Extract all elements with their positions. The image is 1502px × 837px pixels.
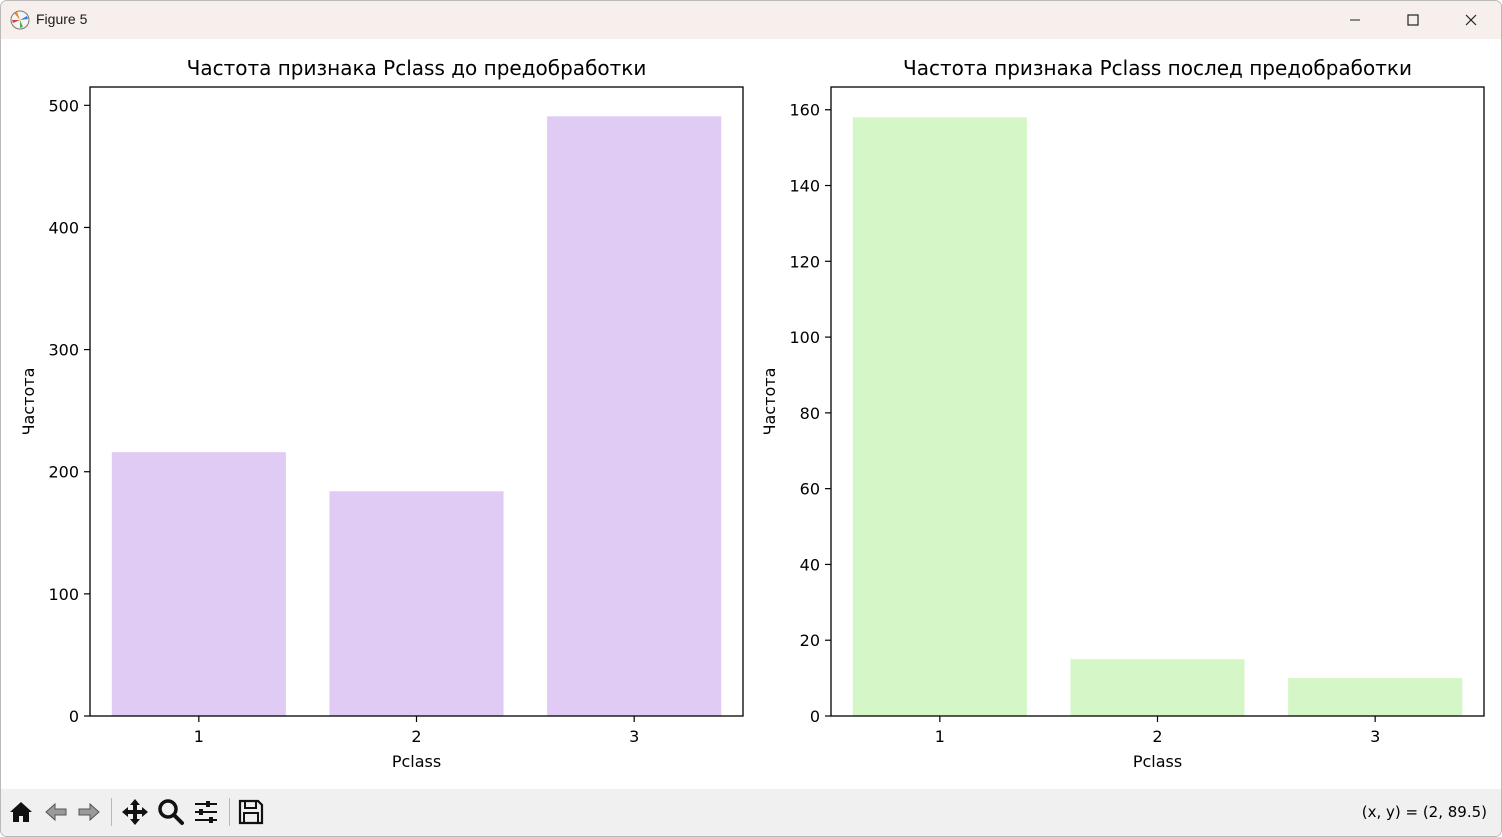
toolbar-separator: [111, 798, 112, 826]
save-button[interactable]: [235, 796, 267, 828]
bar-1: [111, 452, 286, 716]
configure-subplots-button[interactable]: [190, 796, 222, 828]
y-axis-label: Частота: [760, 368, 779, 436]
y-tick-label: 400: [48, 218, 79, 237]
coordinate-readout: (x, y) = (2, 89.5): [1361, 803, 1487, 821]
y-tick-label: 0: [69, 707, 79, 726]
y-tick-label: 80: [800, 404, 820, 423]
x-tick-label: 1: [194, 727, 204, 746]
maximize-icon: [1407, 14, 1419, 26]
chart-title: Частота признака Pclass до предобработки: [187, 56, 647, 80]
save-icon: [238, 799, 264, 825]
bar-1: [852, 117, 1027, 717]
y-tick-label: 160: [789, 101, 820, 120]
pan-icon: [122, 799, 148, 825]
navigation-toolbar: (x, y) = (2, 89.5): [1, 789, 1501, 836]
y-tick-label: 100: [789, 328, 820, 347]
bar-2: [329, 491, 504, 716]
forward-arrow-icon: [78, 802, 100, 822]
x-tick-label: 1: [935, 727, 945, 746]
home-icon: [10, 802, 32, 822]
y-tick-label: 200: [48, 463, 79, 482]
y-tick-label: 40: [800, 555, 820, 574]
x-axis-label: Pclass: [392, 752, 441, 771]
x-tick-label: 2: [411, 727, 421, 746]
bar-3: [547, 116, 722, 716]
zoom-button[interactable]: [155, 796, 187, 828]
y-tick-label: 60: [800, 480, 820, 499]
window-title: Figure 5: [36, 11, 88, 27]
y-tick-label: 140: [789, 177, 820, 196]
chart-title: Частота признака Pclass послед предобраб…: [903, 56, 1412, 80]
y-tick-label: 100: [48, 585, 79, 604]
close-button[interactable]: [1442, 1, 1500, 39]
chart-before-preprocessing: Частота признака Pclass до предобработки…: [19, 56, 744, 771]
back-button[interactable]: [40, 796, 72, 828]
home-button[interactable]: [5, 796, 37, 828]
bar-2: [1070, 659, 1245, 716]
x-tick-label: 3: [1370, 727, 1380, 746]
x-tick-label: 2: [1152, 727, 1162, 746]
close-icon: [1465, 14, 1477, 26]
bar-3: [1288, 678, 1463, 716]
maximize-button[interactable]: [1384, 1, 1442, 39]
y-tick-label: 0: [810, 707, 820, 726]
y-tick-label: 500: [48, 96, 79, 115]
x-axis-label: Pclass: [1133, 752, 1182, 771]
forward-button[interactable]: [73, 796, 105, 828]
x-tick-label: 3: [629, 727, 639, 746]
minimize-button[interactable]: [1326, 1, 1384, 39]
minimize-icon: [1350, 19, 1360, 21]
configure-subplots-icon: [195, 801, 217, 823]
back-arrow-icon: [45, 802, 67, 822]
y-axis-label: Частота: [19, 368, 38, 436]
y-tick-label: 300: [48, 341, 79, 360]
toolbar-separator: [229, 798, 230, 826]
title-bar[interactable]: Figure 5: [1, 1, 1501, 39]
y-tick-label: 20: [800, 631, 820, 650]
y-tick-label: 120: [789, 252, 820, 271]
pan-button[interactable]: [119, 796, 151, 828]
chart-after-preprocessing: Частота признака Pclass послед предобраб…: [760, 56, 1485, 771]
zoom-icon: [158, 799, 184, 825]
figure-canvas[interactable]: Частота признака Pclass до предобработки…: [1, 39, 1501, 789]
matplotlib-app-icon: [10, 10, 30, 30]
